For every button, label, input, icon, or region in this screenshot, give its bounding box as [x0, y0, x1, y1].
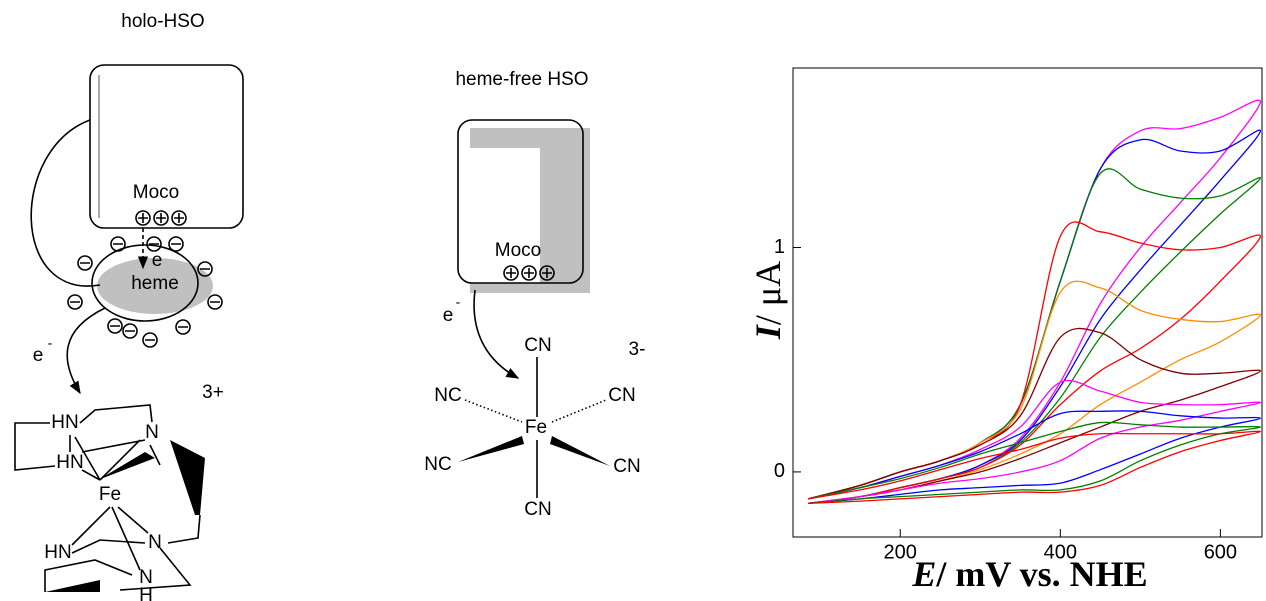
x-axis-label: E/ mV vs. NHE	[911, 554, 1147, 594]
atom: HN	[51, 412, 78, 433]
electron: e	[152, 250, 163, 271]
series-line	[808, 431, 1260, 503]
wedge	[458, 436, 610, 466]
x-tick-label: 400	[1044, 541, 1077, 563]
unit: / μA	[748, 261, 788, 325]
wedge	[45, 580, 100, 592]
series-line	[808, 100, 1260, 503]
wedge	[98, 452, 155, 480]
atom: HN	[44, 542, 71, 563]
plot-frame	[793, 68, 1262, 537]
enzyme-body	[90, 65, 243, 228]
atom: HN	[56, 452, 83, 473]
charges	[136, 211, 186, 225]
x-tick-label: 600	[1204, 541, 1237, 563]
figure: holo-HSO Moco heme e e - 3+ HN N HN Fe H…	[0, 0, 1266, 601]
y-tick-label: 0	[774, 460, 785, 482]
heme: heme	[131, 273, 179, 294]
charge: 3+	[202, 382, 224, 403]
unit: / mV vs. NHE	[935, 554, 1147, 594]
atom: Fe	[99, 484, 121, 505]
arrow	[474, 290, 518, 378]
atom: N	[148, 532, 162, 553]
atom: Fe	[525, 417, 547, 438]
y-tick-label: 1	[774, 236, 785, 258]
electron-charge: -	[456, 294, 461, 310]
title: heme-free HSO	[455, 69, 588, 90]
x-tick-label: 200	[884, 541, 917, 563]
electron: e	[33, 345, 44, 366]
moco: Moco	[495, 240, 541, 261]
ligand: NC	[434, 385, 461, 406]
heme-free-diagram: heme-free HSO Moco e - CN 3- NC CN Fe NC…	[424, 69, 645, 520]
moco: Moco	[133, 182, 179, 203]
arrow	[67, 308, 105, 393]
series-line	[808, 281, 1260, 503]
y-axis-label: I/ μA	[748, 261, 788, 340]
electron: e	[443, 305, 454, 326]
electron-charge: -	[48, 335, 53, 351]
charges	[504, 266, 554, 280]
chart: E/ mV vs. NHE I/ μA 200 400 600 0 1	[748, 68, 1262, 594]
charge: 3-	[629, 339, 646, 360]
wedge	[170, 440, 205, 515]
ligand: CN	[524, 499, 551, 520]
title: holo-HSO	[121, 11, 204, 32]
shade	[470, 128, 590, 293]
ligand: NC	[424, 454, 451, 475]
series-line	[808, 222, 1260, 503]
ligand: CN	[613, 456, 640, 477]
ligand: CN	[524, 335, 551, 356]
atom: N	[145, 422, 159, 443]
holo-diagram: holo-HSO Moco heme e e - 3+ HN N HN Fe H…	[15, 11, 243, 601]
ligand: CN	[608, 385, 635, 406]
